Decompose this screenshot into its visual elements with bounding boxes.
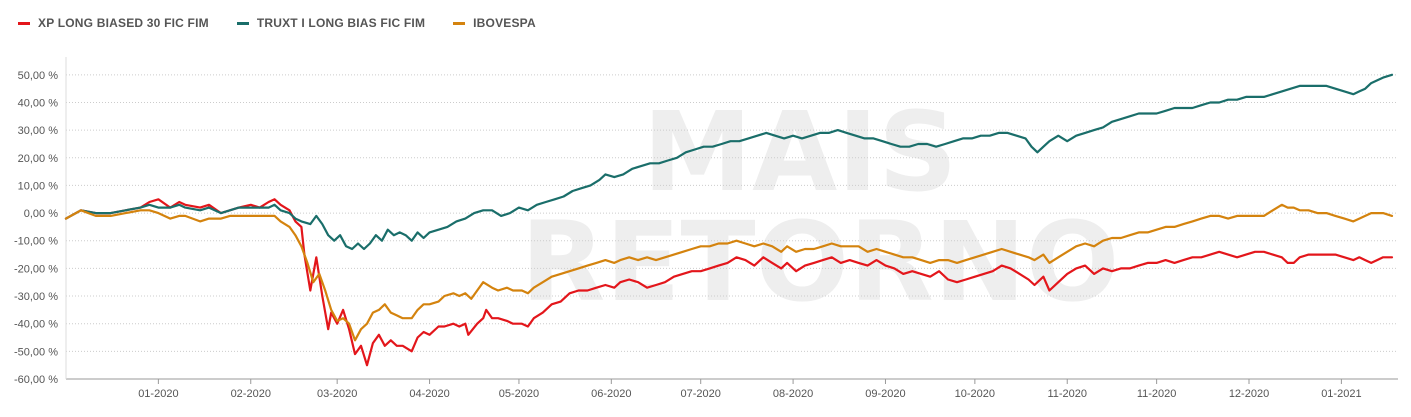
y-tick-label: 50,00 % (18, 70, 59, 82)
x-tick-label: 06-2020 (591, 388, 631, 400)
x-tick-label: 11-2020 (1137, 388, 1177, 400)
x-tick-label: 11-2020 (1047, 388, 1087, 400)
x-tick-label: 03-2020 (317, 388, 357, 400)
legend-swatch-ibovespa (453, 21, 466, 25)
series-line-1[interactable] (64, 73, 1394, 251)
watermark-line1: MAIS (643, 88, 958, 216)
x-tick-label: 05-2020 (499, 388, 539, 400)
y-tick-label: -60,00 % (14, 374, 58, 386)
y-tick-label: -50,00 % (14, 346, 58, 358)
x-tick-label: 01-2020 (138, 388, 178, 400)
y-tick-label: 20,00 % (18, 153, 59, 165)
y-tick-label: 10,00 % (18, 180, 59, 192)
series-lines (64, 73, 1394, 367)
legend-label-truxt: TRUXT I LONG BIAS FIC FIM (256, 16, 426, 30)
legend: XP LONG BIASED 30 FIC FIM TRUXT I LONG B… (18, 16, 536, 30)
x-tick-label: 12-2020 (1229, 388, 1269, 400)
legend-item-xp[interactable]: XP LONG BIASED 30 FIC FIM (18, 16, 209, 30)
legend-swatch-truxt (236, 21, 249, 25)
x-tick-label: 02-2020 (231, 388, 271, 400)
grid (66, 74, 1398, 380)
watermark-logo: MAIS RETORNO (521, 88, 1120, 326)
series-line-2[interactable] (64, 203, 1394, 342)
x-tick-label: 07-2020 (681, 388, 721, 400)
legend-label-ibovespa: IBOVESPA (473, 16, 536, 30)
x-tick-label: 08-2020 (773, 388, 813, 400)
y-tick-label: -20,00 % (14, 263, 58, 275)
y-tick-label: 40,00 % (18, 97, 59, 109)
y-tick-label: 30,00 % (18, 125, 59, 137)
x-tick-label: 04-2020 (409, 388, 449, 400)
x-tick-label: 10-2020 (955, 388, 995, 400)
legend-label-xp: XP LONG BIASED 30 FIC FIM (38, 16, 209, 30)
y-tick-label: -30,00 % (14, 291, 58, 303)
series-line-0[interactable] (64, 198, 1394, 367)
x-tick-label: 01-2021 (1321, 388, 1361, 400)
legend-item-truxt[interactable]: TRUXT I LONG BIAS FIC FIM (236, 16, 426, 30)
y-tick-label: -10,00 % (14, 236, 58, 248)
axes: 50,00 % 40,00 % 30,00 % 20,00 % 10,00 % 0,00 … (14, 57, 1398, 400)
x-tick-label: 09-2020 (865, 388, 905, 400)
y-tick-label: -40,00 % (14, 319, 58, 331)
y-tick-label: 0,00 % (24, 208, 58, 220)
legend-swatch-xp (18, 21, 30, 25)
legend-item-ibovespa[interactable]: IBOVESPA (453, 16, 536, 30)
